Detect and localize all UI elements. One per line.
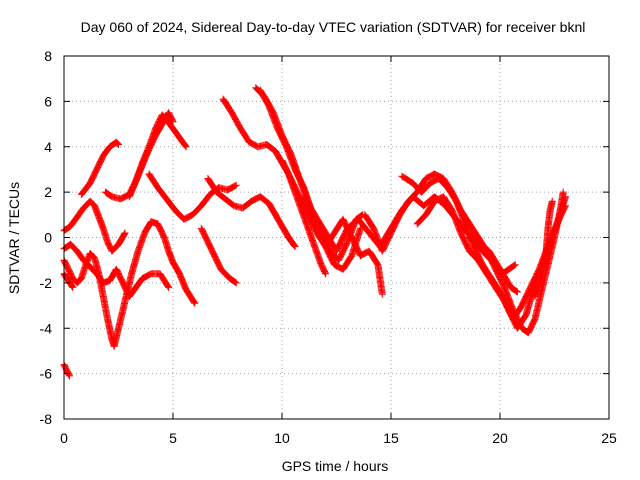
axis-ticks: 0 5 10 15 20 25 -8 -6 -4 -2 0 2 4 6 8 [40,48,617,446]
series-s15 [278,156,386,298]
y-tick-label: 0 [44,230,52,246]
series-markers [466,234,519,278]
x-axis-label: GPS time / hours [282,458,389,474]
series-markers [413,193,569,323]
series-markers [361,170,567,337]
y-axis-label: SDTVAR / TECUs [6,182,22,294]
x-tick-label: 20 [492,430,508,446]
series-markers [77,138,122,198]
x-tick-label: 10 [274,430,290,446]
x-tick-label: 25 [601,430,617,446]
x-tick-label: 15 [383,430,399,446]
series-markers [197,224,240,287]
series-s8 [125,109,177,201]
series-s9 [145,170,240,223]
y-tick-label: -4 [40,320,53,336]
series-markers [60,361,73,380]
series-s20 [466,234,519,278]
y-tick-label: 8 [44,48,52,64]
series-s21 [531,197,556,300]
y-tick-label: -8 [40,411,53,427]
series-markers [125,109,177,201]
series-s4 [60,218,199,350]
series-markers [204,175,299,251]
y-tick-label: 4 [44,139,52,155]
series-s17 [361,170,567,337]
x-tick-label: 5 [169,430,177,446]
series-s6 [77,138,122,198]
series-markers [145,170,240,223]
y-tick-label: -2 [40,275,53,291]
data-points [60,84,569,380]
series-markers [60,218,199,350]
series-s10 [197,224,240,287]
y-tick-label: 6 [44,93,52,109]
y-tick-label: -6 [40,366,53,382]
series-s19 [413,193,569,323]
series-markers [531,197,556,300]
series-markers [278,156,386,298]
x-tick-label: 0 [60,430,68,446]
chart-title: Day 060 of 2024, Sidereal Day-to-day VTE… [81,19,586,35]
series-s1 [60,361,73,380]
y-tick-label: 2 [44,184,52,200]
series-s11 [204,175,299,251]
